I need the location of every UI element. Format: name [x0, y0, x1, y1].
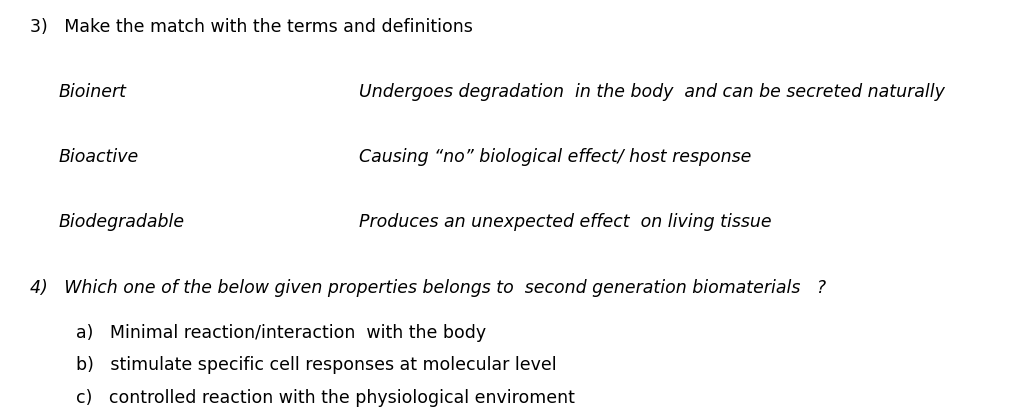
Text: Produces an unexpected effect  on living tissue: Produces an unexpected effect on living …	[359, 213, 772, 231]
Text: b)   stimulate specific cell responses at molecular level: b) stimulate specific cell responses at …	[76, 356, 557, 374]
Text: c)   controlled reaction with the physiological enviroment: c) controlled reaction with the physiolo…	[76, 389, 575, 407]
Text: Biodegradable: Biodegradable	[59, 213, 185, 231]
Text: Bioinert: Bioinert	[59, 83, 126, 101]
Text: a)   Minimal reaction/interaction  with the body: a) Minimal reaction/interaction with the…	[76, 324, 486, 341]
Text: Bioactive: Bioactive	[59, 148, 138, 166]
Text: Causing “no” biological effect/ host response: Causing “no” biological effect/ host res…	[359, 148, 750, 166]
Text: 3)   Make the match with the terms and definitions: 3) Make the match with the terms and def…	[30, 18, 473, 35]
Text: Undergoes degradation  in the body  and can be secreted naturally: Undergoes degradation in the body and ca…	[359, 83, 944, 101]
Text: 4)   Which one of the below given properties belongs to  second generation bioma: 4) Which one of the below given properti…	[30, 279, 826, 297]
